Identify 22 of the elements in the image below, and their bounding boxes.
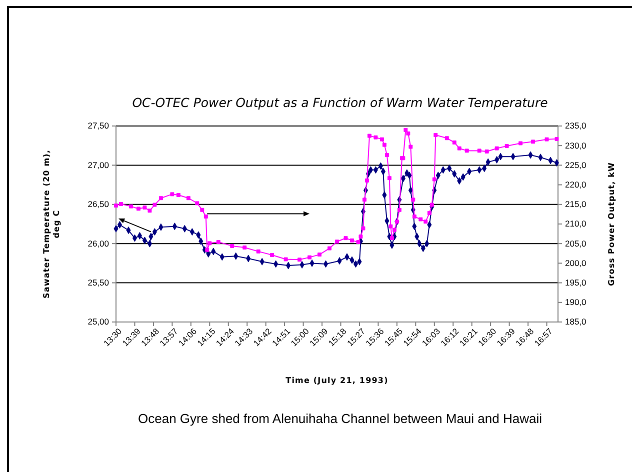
y-tick-label: 27,50 (88, 120, 110, 131)
y2-axis-title: Gross Power Output, kW (607, 162, 616, 286)
y2-tick-label: 205,0 (565, 238, 587, 248)
y2-tick-label: 210,0 (565, 218, 587, 229)
text: Ocean Gyre shed from Alenuihaha Channel between Maui and Hawaii (138, 411, 542, 426)
y2-tick-label: 225,0 (565, 160, 587, 170)
y2-tick-label: 220,0 (565, 180, 587, 190)
y2-tick-label: 200,0 (565, 258, 587, 268)
y2-tick-label: 195,0 (565, 278, 587, 288)
y-axis-title: Sawater Temperature (20 m), deg C (42, 149, 62, 299)
chart-title: OC-OTEC Power Output as a Function of Warm Water Temperature (132, 95, 548, 110)
y2-tick-label: 235,0 (565, 120, 587, 131)
y-tick-label: 25,50 (88, 278, 110, 288)
y-tick-label: 26,00 (88, 238, 110, 248)
y-tick-label: 27,00 (88, 160, 110, 170)
x-axis-title: Time (July 21, 1993) (286, 376, 388, 385)
y2-tick-label: 185,0 (565, 316, 587, 327)
y-tick-label: 25,00 (88, 316, 110, 327)
y2-tick-label: 190,0 (565, 297, 587, 308)
y2-tick-label: 230,0 (565, 140, 587, 150)
y2-tick-label: 215,0 (565, 199, 587, 210)
y-tick-label: 26,50 (88, 199, 110, 210)
